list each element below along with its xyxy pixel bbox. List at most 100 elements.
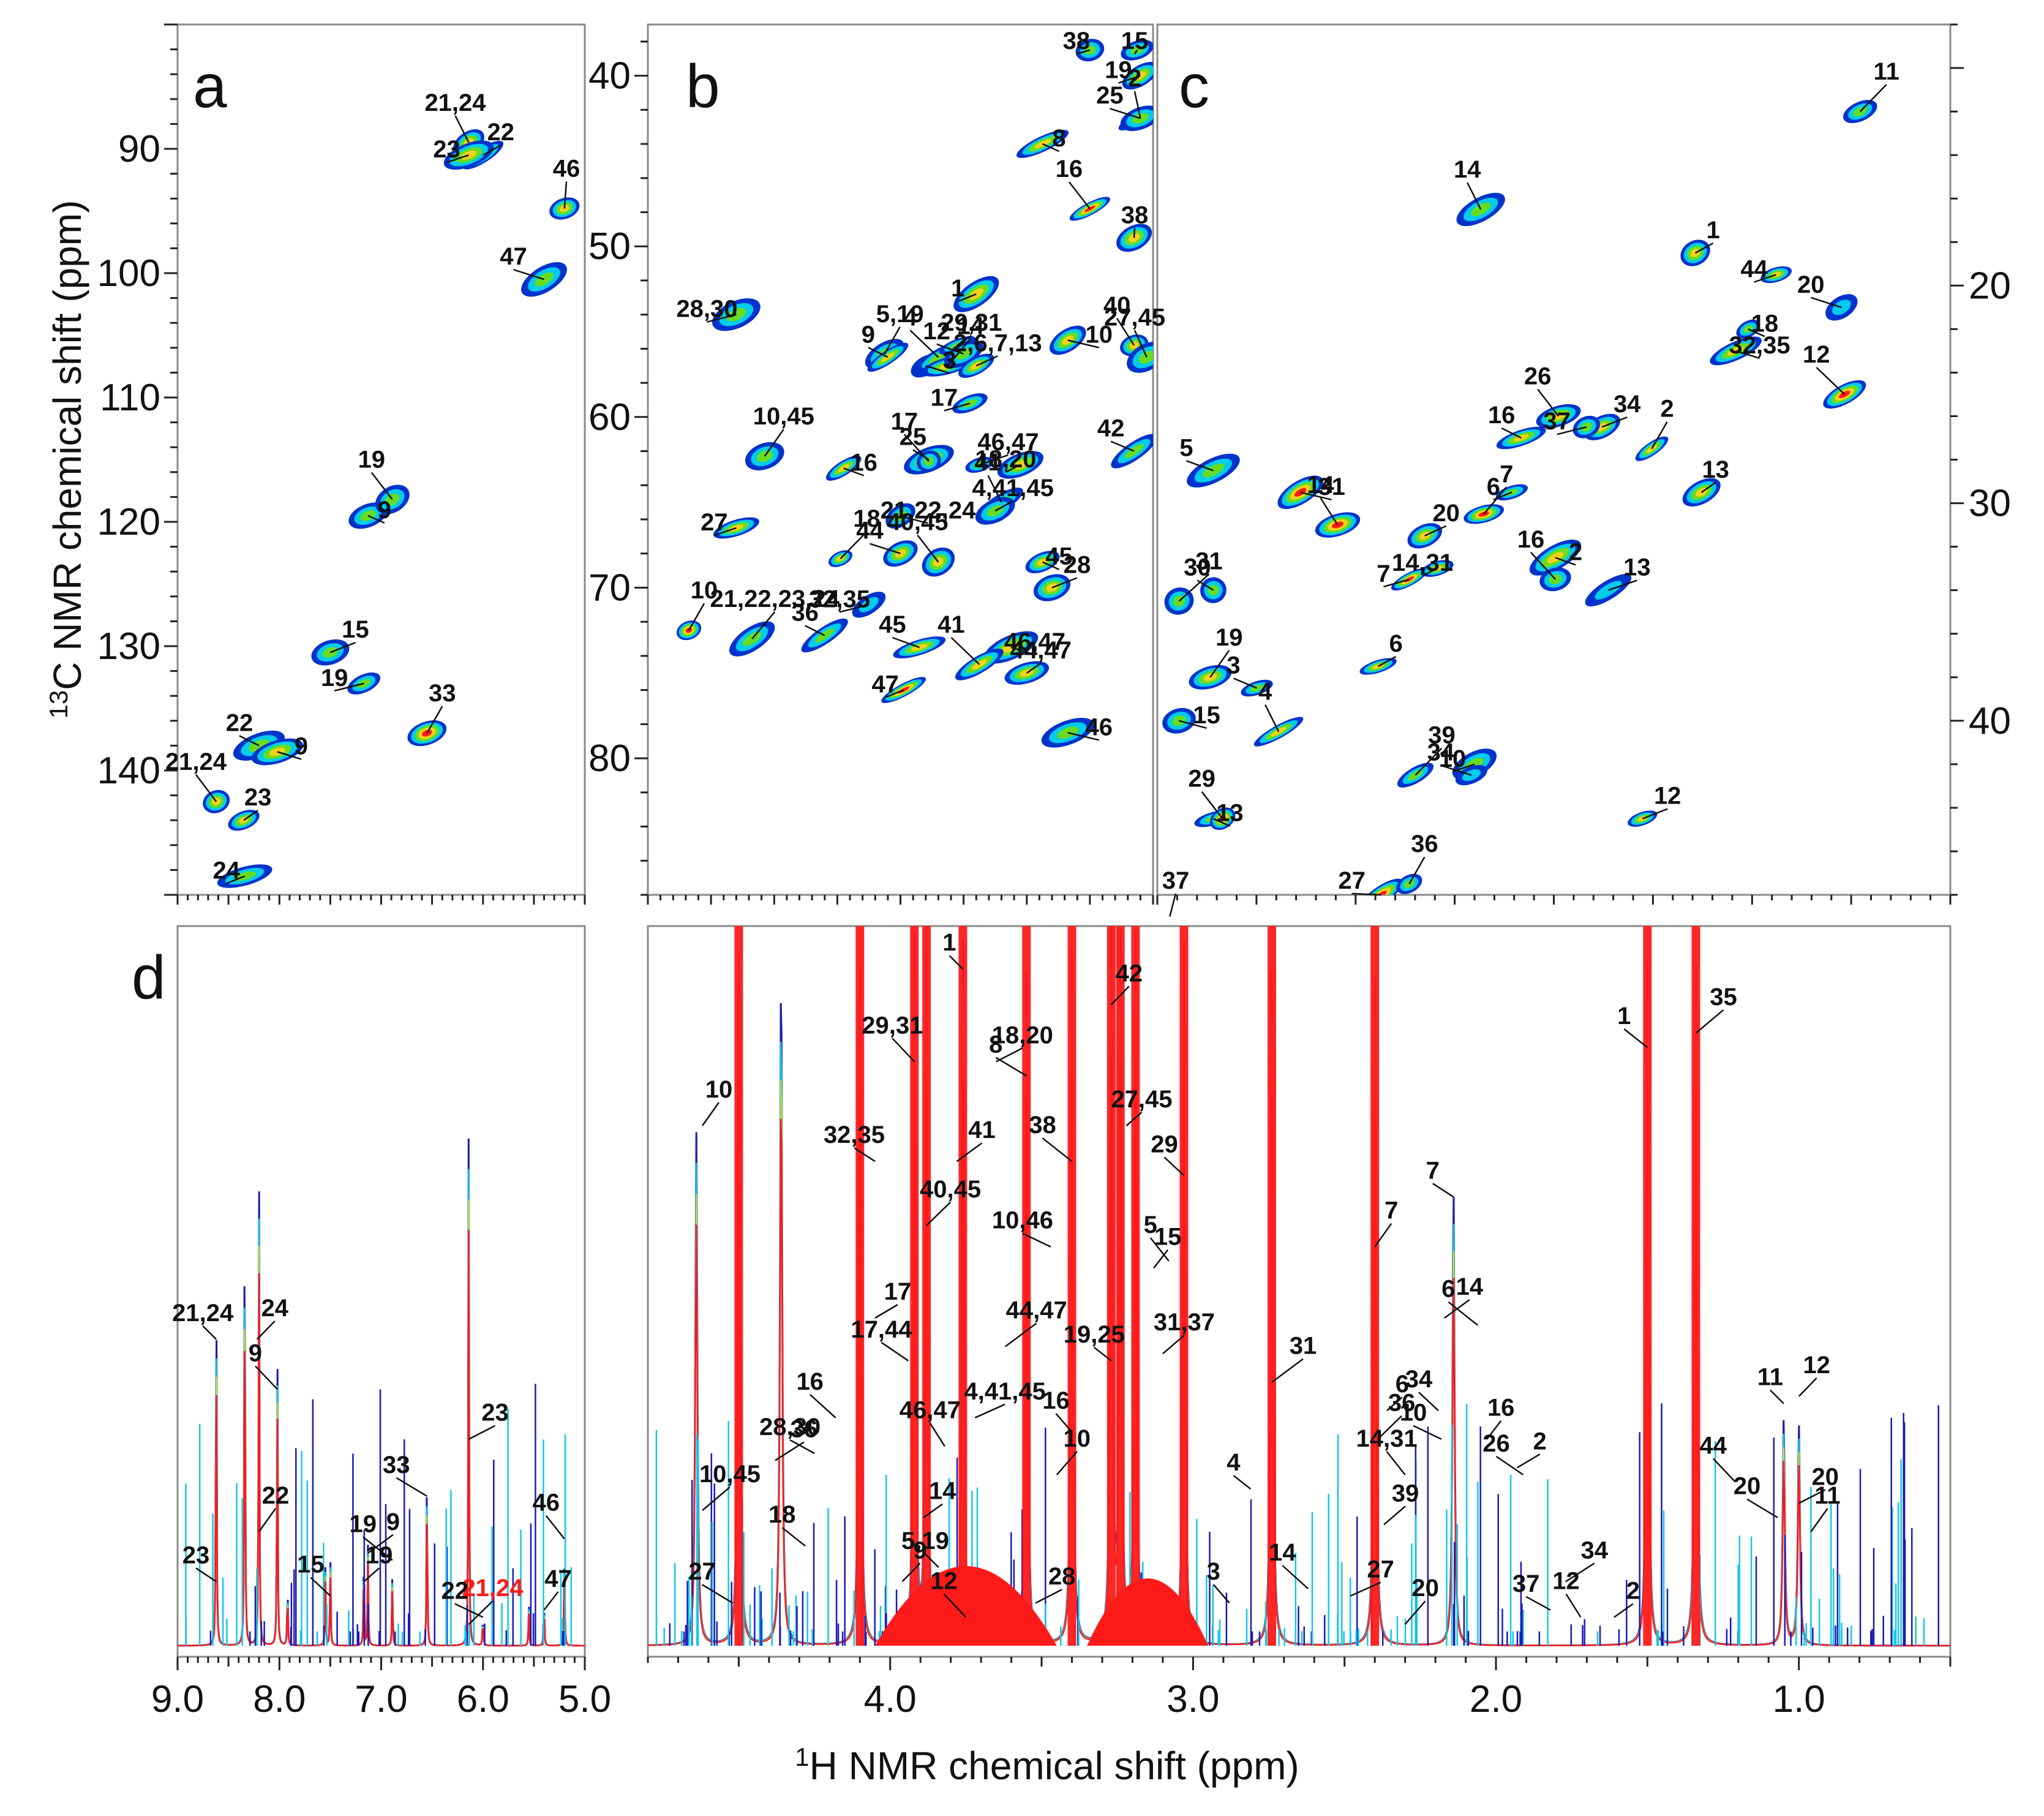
leader-d-right-14 (1149, 1237, 1170, 1262)
leader-c-37 (1642, 808, 1668, 819)
leader-d-right-35 (1374, 1223, 1392, 1248)
x-tick-label-d-left-4: 5.0 (558, 1678, 611, 1720)
leader-c-34 (1440, 764, 1472, 776)
peak-label-c-33: 39 (1428, 722, 1456, 749)
peak-label-d-left-7: 9 (386, 1509, 400, 1535)
leader-b-44 (885, 689, 904, 698)
leader-b-42 (950, 636, 980, 665)
peak-label-d-right-13: 15 (1154, 1224, 1182, 1251)
peak-label-d-right-49: 39 (1392, 1480, 1419, 1507)
contour-peak-b-16-level-2 (955, 348, 972, 360)
peak-label-b-24: 17 (891, 408, 919, 435)
peak-label-c-20: 7 (1377, 560, 1390, 587)
leader-d-left-8 (363, 1536, 393, 1561)
leader-b-45 (751, 611, 776, 639)
leader-d-right-49 (1383, 1505, 1406, 1526)
leader-c-3 (1859, 84, 1887, 112)
peak-label-c-29: 15 (1193, 702, 1220, 729)
leader-c-12 (1816, 366, 1846, 395)
peak-label-d-right-52: 3 (1207, 1558, 1220, 1585)
peak-label-d-right-64: 20 (1734, 1473, 1761, 1500)
leader-d-right-54 (1525, 1596, 1551, 1611)
leader-d-left-0 (202, 1325, 217, 1340)
peak-label-a-1: 22 (487, 119, 515, 146)
leader-d-right-58 (1623, 1028, 1648, 1049)
leader-d-right-19 (1162, 1335, 1185, 1355)
y-tick-label-a-4: 130 (97, 625, 160, 668)
leader-d-right-25 (775, 1441, 805, 1461)
peak-label-d-right-4: 8 (989, 1031, 1002, 1058)
leader-d-right-29 (702, 1486, 731, 1511)
peak-label-d-right-33: 28 (1048, 1563, 1076, 1590)
leader-d-right-45 (1516, 1453, 1541, 1469)
spectrum-trace-d-left-layer-3 (178, 1229, 585, 1647)
saturated-peak-1 (855, 926, 865, 1646)
peak-label-d-right-57: 2 (1626, 1578, 1640, 1605)
y-axis-title: 13C NMR chemical shift (ppm) (44, 200, 89, 719)
leader-b-2 (1118, 75, 1141, 84)
saturated-peak-8 (1116, 926, 1125, 1646)
peak-label-d-left-5: 22 (262, 1482, 290, 1509)
leader-b-5 (1042, 143, 1060, 153)
leader-b-9 (884, 326, 901, 355)
saturated-peak-13 (1643, 926, 1652, 1646)
leader-d-right-24 (789, 1439, 815, 1455)
leader-d-right-52 (1212, 1584, 1230, 1604)
leader-d-right-7 (956, 1142, 983, 1162)
leader-d-left-6 (195, 1567, 217, 1583)
peak-label-b-2: 19 (1105, 57, 1132, 84)
peak-label-b-41: 46,47 (1004, 628, 1065, 655)
x-axis-title-superscript: 1 (795, 1743, 809, 1771)
leader-d-right-53 (1404, 1600, 1426, 1625)
leader-c-25 (1607, 579, 1637, 591)
leader-b-33 (840, 531, 868, 559)
peak-label-c-18: 14 (1307, 472, 1334, 499)
leader-b-28 (1110, 440, 1135, 452)
y-axis-title-text: C NMR chemical shift (ppm) (45, 200, 89, 690)
peak-label-b-30: 41 (974, 449, 1002, 476)
leader-a-13 (243, 810, 258, 821)
peak-label-c-12: 12 (1803, 341, 1830, 368)
leader-b-14 (957, 293, 977, 303)
peak-label-d-right-27: 14 (929, 1478, 956, 1505)
contour-peak-c-15-level-4 (1478, 511, 1489, 517)
leader-d-right-56 (1565, 1593, 1582, 1618)
leader-d-right-30 (925, 1553, 939, 1568)
peak-label-b-38: 32,35 (809, 586, 870, 612)
leader-d-right-61 (1798, 1377, 1817, 1397)
peak-label-b-33: 18 (853, 505, 881, 532)
peak-label-d-right-59: 35 (1710, 984, 1737, 1011)
peak-label-d-right-36: 7 (1426, 1157, 1440, 1184)
leader-b-32 (714, 527, 737, 537)
x-tick-label-d-right-1: 3.0 (1167, 1678, 1219, 1720)
leader-b-11 (925, 365, 950, 374)
panel-a-contours (203, 129, 580, 888)
peak-label-a-3: 46 (553, 155, 581, 182)
peak-label-a-11: 9 (295, 733, 308, 760)
y-tick-label-c-2: 40 (1969, 700, 2011, 742)
x-tick-label-d-left-2: 7.0 (355, 1678, 407, 1720)
leader-d-right-15 (874, 1303, 898, 1319)
x-tick-label-d-right-3: 1.0 (1773, 1678, 1825, 1720)
leader-c-13 (1700, 481, 1716, 493)
peak-label-d-right-18: 19,25 (1064, 1321, 1125, 1348)
contour-peak-b-37-level-3 (1046, 583, 1058, 592)
peak-label-a-9: 33 (429, 680, 456, 707)
leader-d-right-48 (1233, 1475, 1252, 1490)
leader-d-right-41 (1377, 1415, 1402, 1440)
leader-c-0 (1467, 182, 1482, 210)
peak-label-d-left-0: 21,24 (172, 1300, 234, 1327)
leader-d-right-44 (1386, 1451, 1406, 1475)
leader-c-17 (1300, 491, 1332, 501)
peak-label-d-right-32: 12 (930, 1568, 958, 1595)
peak-label-b-19: 2,6,7,13 (953, 330, 1042, 356)
leader-d-right-0 (949, 955, 964, 970)
peak-label-b-45: 21,22,23,24 (710, 586, 840, 612)
leader-c-7 (1601, 416, 1628, 428)
red-envelope-4ppm (875, 1566, 1057, 1646)
peak-label-c-38: 27 (1338, 867, 1366, 894)
leader-a-6 (370, 472, 393, 500)
peak-label-b-26: 18,20 (975, 446, 1036, 473)
saturated-peak-7 (1107, 926, 1116, 1646)
contour-peak-c-5-level-2 (1743, 325, 1753, 333)
